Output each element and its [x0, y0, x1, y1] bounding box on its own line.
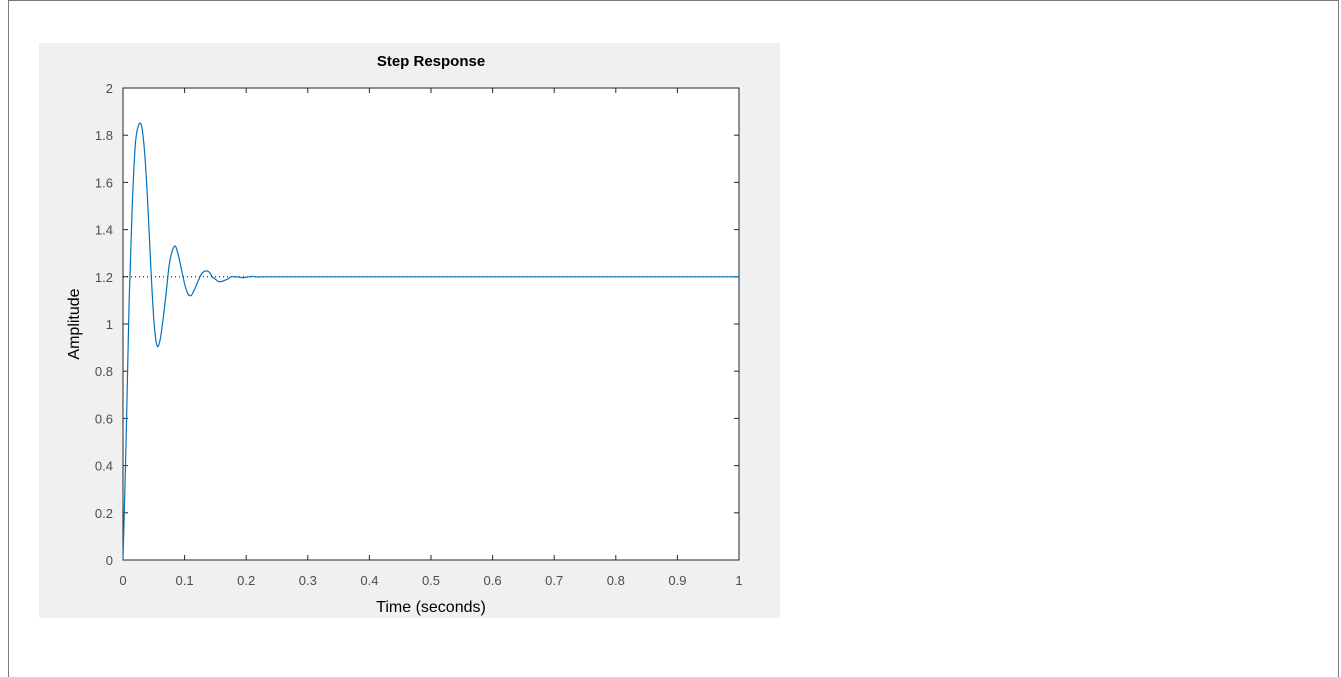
y-tick-labels: 0 0.2 0.4 0.6 0.8 1 1.2 1.4 1.6 1.8 2	[95, 81, 113, 568]
x-tick-label: 1	[735, 573, 742, 588]
x-tick-label: 0.7	[545, 573, 563, 588]
step-response-line	[122, 122, 739, 561]
y-tick-label: 2	[106, 81, 113, 96]
y-tick-label: 1.2	[95, 270, 113, 285]
y-tick-label: 0	[106, 553, 113, 568]
x-tick-label: 0	[119, 573, 126, 588]
y-axis-label: Amplitude	[66, 288, 83, 359]
x-tick-label: 0.5	[422, 573, 440, 588]
plot-area	[122, 87, 740, 561]
x-tick-label: 0.2	[237, 573, 255, 588]
chart-title: Step Response	[377, 53, 485, 70]
y-tick-label: 0.4	[95, 459, 113, 474]
x-tick-labels: 0 0.1 0.2 0.3 0.4 0.5 0.6 0.7 0.8 0.9 1	[119, 573, 742, 588]
y-tick-label: 0.6	[95, 411, 113, 426]
y-tick-label: 1.4	[95, 223, 113, 238]
y-tick-label: 1	[106, 317, 113, 332]
y-tick-label: 1.8	[95, 128, 113, 143]
y-tick-label: 0.8	[95, 364, 113, 379]
x-tick-label: 0.1	[176, 573, 194, 588]
x-tick-label: 0.3	[299, 573, 317, 588]
x-tick-label: 0.6	[484, 573, 502, 588]
x-tick-label: 0.8	[607, 573, 625, 588]
y-tick-label: 0.2	[95, 506, 113, 521]
x-tick-label: 0.9	[668, 573, 686, 588]
x-axis-label: Time (seconds)	[376, 599, 486, 616]
y-tick-label: 1.6	[95, 175, 113, 190]
x-tick-label: 0.4	[360, 573, 378, 588]
